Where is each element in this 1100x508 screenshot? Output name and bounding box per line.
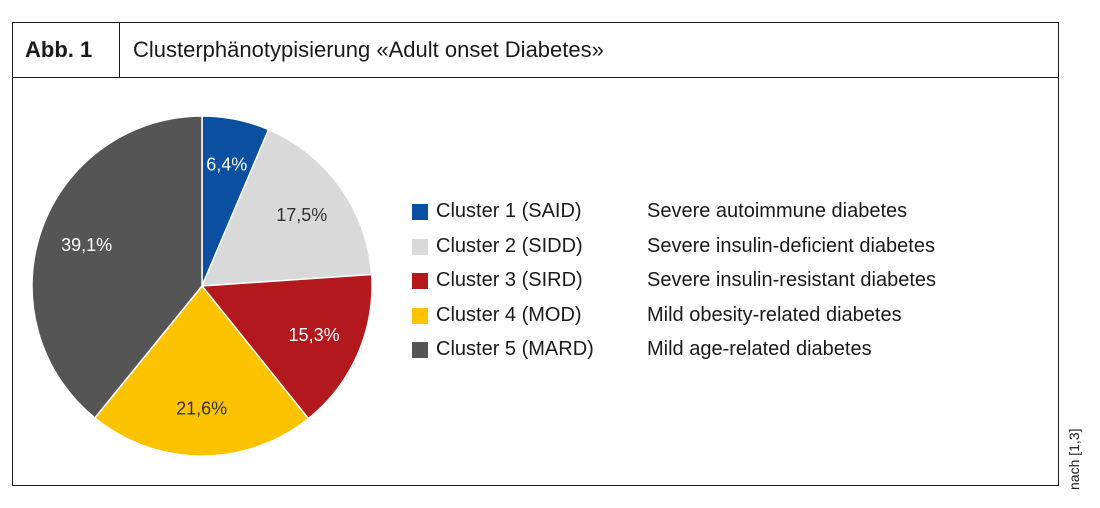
pie-slice-4 [93,284,310,457]
pie-slice-2 [200,128,373,287]
slice-value-label-3: 15,3% [289,325,340,345]
legend-cluster-label: Cluster 2 (SIDD) [436,234,583,257]
legend-cluster-label: Cluster 1 (SAID) [436,200,582,222]
legend-cluster-label: Cluster 4 (MOD) [436,303,582,326]
legend-description: Mild obesity-related diabetes [647,303,902,326]
legend-swatch [412,204,428,220]
slice-value-label-5: 39,1% [61,235,112,255]
legend-swatch [412,238,428,255]
figure-title: Clusterphänotypisierung «Adult onset Dia… [133,37,604,62]
legend-cluster-label: Cluster 3 (SIRD) [436,269,583,291]
slice-value-label-4: 21,6% [176,398,227,418]
pie-slices [31,115,373,457]
figure-frame: Abb. 1 Clusterphänotypisierung «Adult on… [12,22,1059,486]
legend-cluster-label: Cluster 5 (MARD) [436,338,594,360]
legend-swatch [412,307,428,324]
source-note: nach [1,3] [1066,428,1082,491]
slice-value-label-2: 17,5% [276,205,327,225]
figure-header: Abb. 1 Clusterphänotypisierung «Adult on… [13,23,1058,78]
slice-value-label-1: 6,4% [206,154,247,174]
pie-slice-3 [200,273,373,420]
pie-value-labels: 6,4% 17,5% 15,3% 21,6% 39,1% [61,154,339,418]
legend-description: Severe insulin-resistant diabetes [647,269,937,291]
legend-swatch [412,273,428,289]
legend-description: Severe insulin-deficient diabetes [647,234,935,257]
pie-slice-5 [31,115,203,419]
legend-swatch [412,342,428,358]
legend-description: Mild age-related diabetes [647,338,872,360]
legend-description: Severe autoimmune diabetes [647,200,908,222]
figure-label: Abb. 1 [13,23,120,77]
